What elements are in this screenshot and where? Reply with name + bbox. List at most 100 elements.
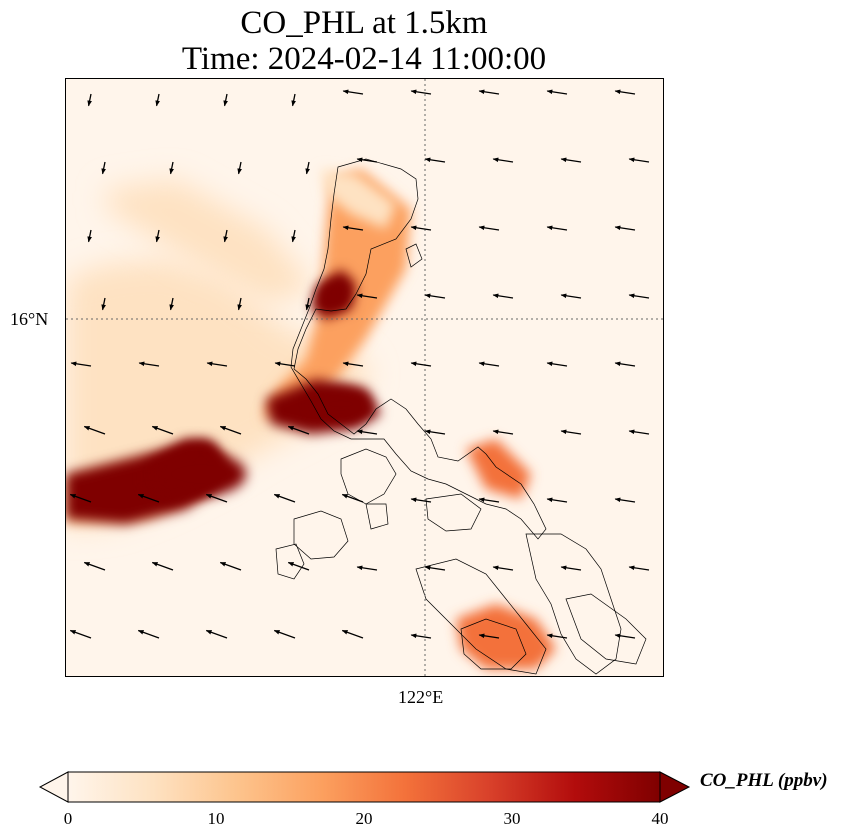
colorbar-tick-30: 30 — [503, 809, 521, 828]
wind-arrow — [560, 157, 582, 163]
wind-arrow — [614, 89, 636, 95]
wind-arrow — [273, 629, 296, 639]
wind-arrow — [492, 565, 514, 571]
wind-arrow — [560, 429, 582, 435]
wind-arrow — [291, 229, 296, 243]
wind-arrow — [356, 293, 378, 299]
co-background-2 — [106, 179, 316, 304]
map-title-line2: Time: 2024-02-14 11:00:00 — [181, 41, 547, 77]
wind-arrow — [478, 361, 500, 367]
wind-arrow — [219, 425, 242, 435]
wind-arrow — [137, 629, 160, 639]
wind-arrow — [628, 429, 650, 435]
wind-arrow — [424, 293, 446, 299]
wind-arrow — [410, 497, 432, 503]
colorbar-tick-0: 0 — [63, 809, 73, 828]
wind-arrow — [492, 293, 514, 299]
wind-arrow — [478, 497, 500, 503]
colorbar — [38, 771, 691, 803]
co-concentration-field — [66, 169, 556, 669]
wind-arrow — [83, 561, 106, 571]
wind-arrow — [410, 633, 432, 639]
wind-arrow — [223, 93, 228, 107]
wind-arrow — [70, 361, 92, 367]
coastline-segment-4 — [415, 558, 547, 675]
coastline-segment-3 — [425, 493, 482, 532]
map-panel — [65, 78, 664, 677]
co-core-1 — [311, 388, 371, 420]
wind-arrow — [155, 93, 160, 107]
wind-vectors — [69, 89, 650, 639]
wind-arrow — [206, 361, 228, 367]
coastline-segment-0 — [290, 158, 547, 540]
wind-arrow — [356, 157, 378, 163]
wind-arrow — [151, 425, 174, 435]
wind-arrow — [341, 493, 364, 503]
wind-arrow — [287, 561, 310, 571]
wind-arrow — [478, 225, 500, 231]
wind-arrow — [478, 633, 500, 639]
wind-arrow — [273, 493, 296, 503]
wind-arrow — [291, 93, 296, 107]
wind-arrow — [69, 493, 92, 503]
colorbar-gradient — [67, 771, 661, 803]
wind-arrow — [628, 293, 650, 299]
coastline-segment-6 — [565, 593, 647, 665]
colorbar-tick-10: 10 — [207, 809, 225, 828]
wind-arrow — [87, 93, 92, 107]
coastline — [275, 158, 647, 675]
map-title-line1: CO_PHL at 1.5km — [240, 5, 488, 41]
wind-arrow — [83, 425, 106, 435]
wind-arrow — [424, 157, 446, 163]
wind-arrow — [155, 229, 160, 243]
wind-arrow — [356, 565, 378, 571]
wind-arrow — [410, 361, 432, 367]
colorbar-extend-max — [659, 771, 691, 803]
colorbar-extend-min — [38, 771, 69, 803]
wind-arrow — [628, 565, 650, 571]
co-plume-5 — [456, 604, 556, 669]
co-core-2 — [319, 280, 349, 308]
wind-arrow — [614, 633, 636, 639]
wind-arrow — [546, 89, 568, 95]
wind-arrow — [223, 229, 228, 243]
wind-arrow — [69, 629, 92, 639]
wind-arrow — [101, 161, 106, 175]
colorbar-tick-20: 20 — [355, 809, 373, 828]
wind-arrow — [205, 493, 228, 503]
latitude-tick-label: 16°N — [10, 309, 49, 329]
co-plume-6 — [321, 169, 396, 229]
wind-arrow — [424, 429, 446, 435]
wind-arrow — [137, 493, 160, 503]
wind-arrow — [205, 629, 228, 639]
co-core-0 — [156, 452, 246, 496]
wind-arrow — [305, 297, 310, 311]
coastline-segment-10 — [405, 243, 423, 268]
wind-arrow — [614, 361, 636, 367]
wind-arrow — [237, 161, 242, 175]
wind-arrow — [424, 565, 446, 571]
wind-arrow — [87, 229, 92, 243]
wind-arrow — [101, 297, 106, 311]
wind-arrow — [287, 425, 310, 435]
wind-arrow — [342, 361, 364, 367]
wind-arrow — [546, 361, 568, 367]
wind-arrow — [628, 157, 650, 163]
wind-arrow — [560, 293, 582, 299]
wind-arrow — [492, 157, 514, 163]
wind-arrow — [169, 161, 174, 175]
wind-arrow — [305, 161, 310, 175]
wind-arrow — [478, 89, 500, 95]
colorbar-label: CO_PHL (ppbv) — [700, 770, 828, 791]
wind-arrow — [237, 297, 242, 311]
wind-arrow — [546, 633, 568, 639]
wind-arrow — [546, 225, 568, 231]
wind-arrow — [356, 429, 378, 435]
coastline-segment-1 — [340, 448, 397, 505]
wind-arrow — [138, 361, 160, 367]
coastline-segment-8 — [275, 543, 305, 580]
wind-arrow — [219, 561, 242, 571]
wind-arrow — [614, 497, 636, 503]
colorbar-tick-40: 40 — [651, 809, 669, 828]
wind-arrow — [410, 225, 432, 231]
